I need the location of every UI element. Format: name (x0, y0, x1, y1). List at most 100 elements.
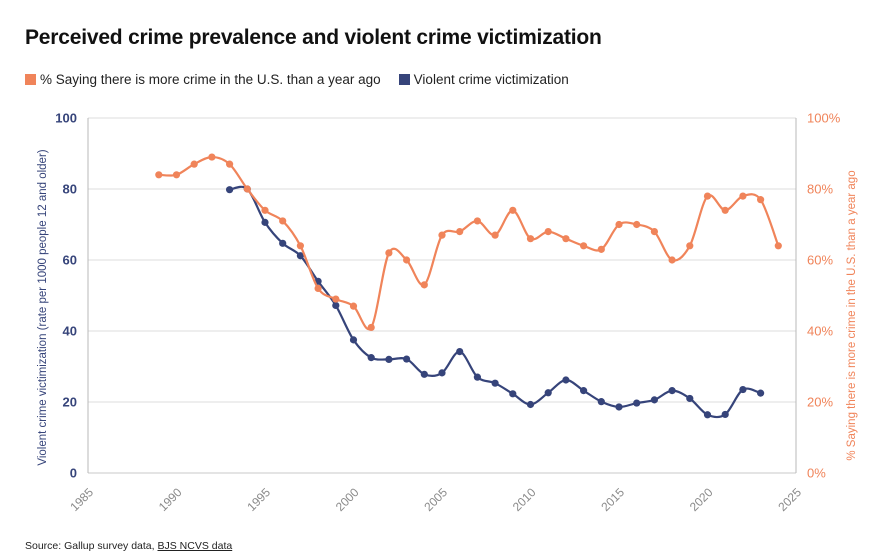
data-point-violent-crime (403, 355, 411, 363)
right-tick-label: 0% (807, 466, 826, 481)
right-tick-label: 20% (807, 395, 833, 410)
left-tick-label: 80 (63, 182, 77, 197)
data-point-perceived-crime (243, 185, 251, 193)
data-point-violent-crime (739, 385, 747, 394)
x-tick-label: 2005 (421, 485, 450, 514)
data-point-perceived-crime (226, 160, 234, 168)
x-axis-ticks: 1985 1990 1995 2000 2005 2010 2015 2020 2025 (67, 485, 804, 514)
data-point-violent-crime (650, 396, 659, 404)
data-point-violent-crime (279, 239, 287, 247)
left-tick-label: 20 (63, 395, 77, 410)
data-point-perceived-crime (314, 284, 322, 292)
data-point-perceived-crime (703, 192, 712, 200)
left-tick-label: 60 (63, 253, 77, 268)
left-axis-title: Violent crime victimization (rate per 10… (37, 149, 49, 465)
data-point-violent-crime (633, 399, 641, 407)
data-point-perceived-crime (668, 256, 676, 264)
legend-swatch-navy (398, 74, 410, 85)
data-point-violent-crime (703, 411, 712, 419)
data-point-violent-crime (686, 394, 694, 403)
data-point-violent-crime (438, 369, 446, 377)
legend-label-perceived-crime: % Saying there is more crime in the U.S.… (40, 72, 381, 87)
data-point-perceived-crime (279, 217, 287, 225)
data-point-violent-crime (597, 398, 605, 406)
right-axis-title: % Saying there is more crime in the U.S.… (846, 170, 858, 460)
series-layer (155, 153, 782, 419)
data-point-perceived-crime (155, 171, 163, 179)
data-point-violent-crime (526, 400, 535, 409)
x-tick-label: 2025 (775, 485, 804, 514)
data-point-perceived-crime (438, 231, 446, 239)
left-tick-label: 40 (63, 324, 77, 339)
data-point-perceived-crime (774, 242, 782, 250)
data-point-perceived-crime (349, 302, 358, 310)
data-point-perceived-crime (544, 228, 552, 236)
data-point-violent-crime (668, 387, 676, 395)
data-point-perceived-crime (739, 192, 747, 200)
data-point-perceived-crime (473, 217, 481, 225)
data-point-violent-crime (332, 301, 340, 310)
data-point-perceived-crime (633, 220, 641, 229)
x-tick-label: 1990 (156, 485, 185, 514)
data-point-perceived-crime (261, 206, 269, 214)
gridlines (87, 117, 797, 474)
data-point-perceived-crime (296, 242, 304, 250)
chart-title: Perceived crime prevalence and violent c… (25, 26, 602, 49)
data-point-violent-crime (757, 389, 765, 397)
data-point-perceived-crime (172, 171, 181, 179)
legend-swatch-orange (25, 74, 36, 85)
data-point-violent-crime (349, 336, 358, 344)
legend-item-violent-crime: Violent crime victimization (398, 72, 569, 87)
data-point-perceived-crime (686, 242, 694, 250)
x-tick-label: 2000 (333, 485, 362, 514)
data-point-perceived-crime (420, 281, 428, 289)
left-axis-ticks: 0 20 40 60 80 100 (55, 111, 77, 481)
left-tick-label: 0 (70, 466, 77, 481)
data-point-perceived-crime (367, 323, 375, 332)
data-point-violent-crime (226, 186, 234, 194)
data-point-perceived-crime (509, 206, 517, 214)
data-point-violent-crime (473, 373, 481, 381)
data-point-perceived-crime (208, 153, 216, 161)
x-tick-label: 1985 (67, 485, 96, 514)
data-point-perceived-crime (615, 220, 623, 229)
right-tick-label: 40% (807, 324, 833, 339)
source-link[interactable]: BJS NCVS data (157, 540, 233, 552)
right-axis-ticks: 0% 20% 40% 60% 80% 100% (807, 111, 841, 481)
data-point-perceived-crime (597, 245, 605, 253)
right-tick-label: 80% (807, 182, 833, 197)
series-line-perceived-crime (158, 155, 780, 331)
x-tick-label: 2020 (687, 485, 716, 514)
x-tick-label: 2010 (510, 485, 539, 514)
data-point-perceived-crime (385, 249, 393, 257)
data-point-violent-crime (296, 252, 304, 260)
legend-label-violent-crime: Violent crime victimization (413, 72, 569, 87)
right-tick-label: 100% (807, 111, 841, 126)
data-point-violent-crime (491, 379, 499, 387)
data-point-perceived-crime (190, 160, 198, 168)
data-point-violent-crime (385, 355, 393, 363)
data-point-violent-crime (580, 387, 588, 395)
data-point-violent-crime (509, 390, 517, 398)
legend: % Saying there is more crime in the U.S.… (25, 72, 587, 87)
data-point-violent-crime (562, 376, 570, 384)
data-point-perceived-crime (721, 206, 729, 214)
data-point-violent-crime (420, 370, 428, 378)
data-point-perceived-crime (526, 235, 535, 243)
data-point-perceived-crime (491, 231, 499, 239)
data-point-perceived-crime (580, 242, 588, 250)
data-point-violent-crime (615, 403, 623, 411)
source-prefix: Source: Gallup survey data, (25, 540, 155, 552)
x-tick-label: 1995 (244, 485, 273, 514)
data-point-perceived-crime (650, 228, 659, 236)
right-tick-label: 60% (807, 253, 833, 268)
left-tick-label: 100 (55, 111, 77, 126)
x-tick-label: 2015 (598, 485, 627, 514)
data-point-violent-crime (721, 410, 729, 419)
data-point-violent-crime (544, 389, 552, 397)
source-note: Source: Gallup survey data, BJS NCVS dat… (25, 540, 232, 552)
legend-item-perceived-crime: % Saying there is more crime in the U.S.… (25, 72, 381, 87)
data-point-violent-crime (261, 218, 269, 226)
data-point-perceived-crime (332, 295, 340, 303)
